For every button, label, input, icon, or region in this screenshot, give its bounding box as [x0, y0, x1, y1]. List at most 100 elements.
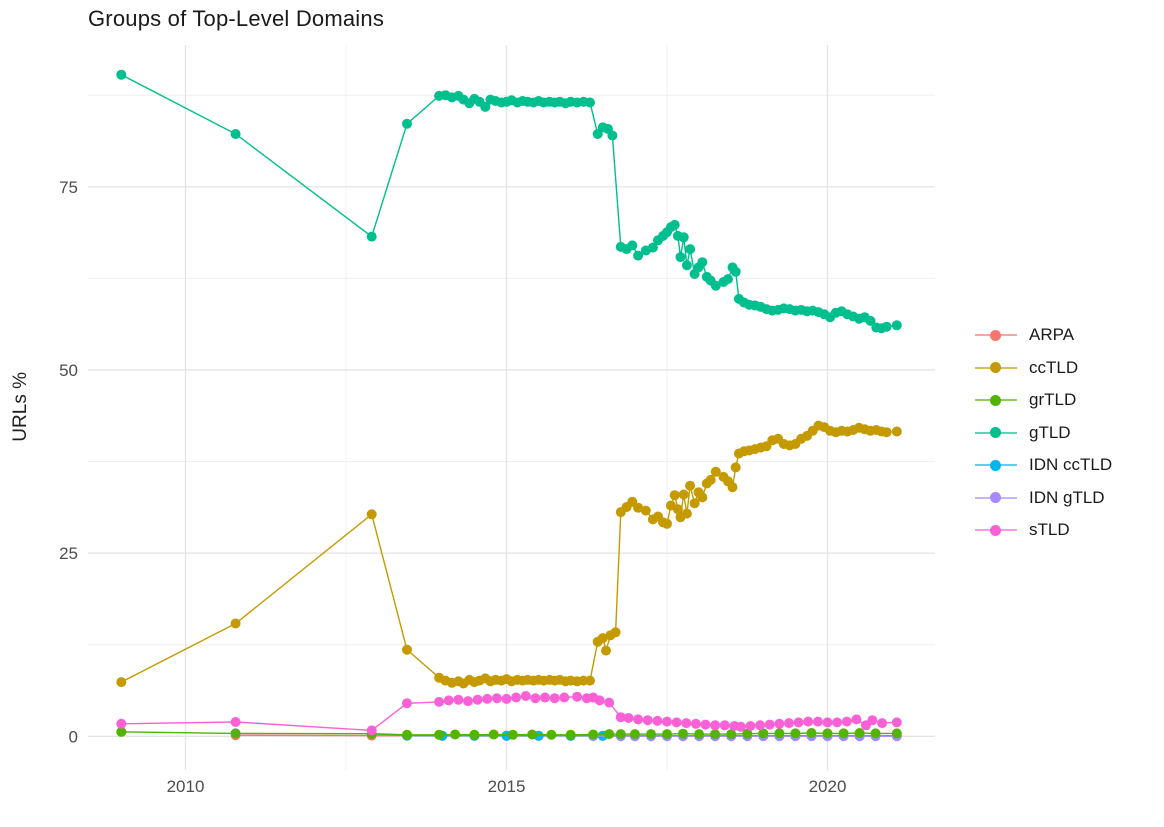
data-point [443, 695, 454, 706]
data-point [488, 729, 499, 740]
legend-marker-icon [975, 361, 1017, 375]
data-point [588, 729, 599, 740]
data-point [652, 715, 663, 726]
data-point [685, 480, 696, 491]
legend-item-idn-cctld: IDN ccTLD [975, 449, 1112, 482]
data-point [719, 720, 730, 731]
legend-dot [990, 427, 1001, 439]
series-stld [116, 691, 902, 736]
legend-item-idn-gtld: IDN gTLD [975, 482, 1112, 515]
data-point [402, 118, 412, 129]
y-tick-label: 50 [59, 361, 78, 380]
legend-item-stld: sTLD [975, 514, 1112, 547]
data-point [453, 694, 464, 705]
data-point [865, 315, 876, 326]
data-point [681, 718, 692, 729]
x-tick-label: 2015 [488, 777, 526, 796]
data-point [610, 627, 621, 638]
data-point [723, 274, 733, 285]
data-point [662, 716, 672, 727]
data-point [735, 721, 746, 732]
data-point [675, 252, 686, 263]
data-point [230, 129, 241, 139]
data-point [647, 242, 658, 253]
legend-marker-icon [975, 426, 1017, 440]
legend-dot [990, 362, 1001, 374]
data-point [710, 720, 721, 731]
data-point [402, 644, 412, 655]
data-point [662, 518, 672, 529]
data-point [585, 675, 595, 686]
legend-dot [990, 394, 1001, 406]
data-point [784, 718, 794, 729]
series-gtld [116, 69, 902, 334]
data-point [877, 718, 888, 729]
data-point [841, 716, 852, 727]
data-point [671, 717, 682, 728]
data-point [607, 130, 618, 141]
data-point [597, 633, 608, 644]
data-point [726, 729, 737, 740]
data-point [774, 728, 785, 739]
x-tick-label: 2020 [809, 777, 847, 796]
legend-label: sTLD [1029, 520, 1070, 540]
data-point [697, 492, 708, 503]
data-point [697, 257, 708, 268]
data-point [615, 729, 626, 740]
data-point [472, 694, 483, 705]
data-point [672, 504, 683, 515]
legend-dot [990, 459, 1001, 471]
data-point [710, 280, 721, 291]
y-tick-label: 25 [59, 544, 78, 563]
data-point [402, 729, 412, 740]
data-point [402, 698, 412, 709]
data-point [678, 232, 689, 243]
data-point [482, 693, 493, 704]
data-point [501, 693, 512, 704]
data-point [491, 693, 502, 704]
data-point [559, 692, 570, 703]
chart-title: Groups of Top-Level Domains [88, 6, 385, 31]
data-point [450, 729, 461, 740]
data-point [640, 505, 651, 516]
data-point [755, 720, 766, 731]
data-point [774, 718, 785, 729]
data-point [623, 713, 634, 723]
data-point [540, 692, 550, 703]
data-point [690, 718, 701, 729]
legend-label: IDN gTLD [1029, 487, 1105, 507]
y-tick-label: 0 [69, 727, 78, 746]
legend-label: ARPA [1029, 325, 1075, 345]
data-point [633, 502, 644, 513]
data-point [745, 721, 756, 731]
data-point [678, 728, 688, 739]
data-point [891, 717, 902, 728]
x-tick-label: 2010 [167, 777, 205, 796]
data-point [585, 97, 595, 108]
data-point [565, 729, 576, 740]
data-point [838, 728, 849, 739]
data-point [669, 219, 680, 230]
data-point [730, 462, 741, 473]
data-point [685, 244, 696, 255]
legend-item-arpa: ARPA [975, 319, 1112, 352]
data-point [854, 728, 865, 738]
data-point [758, 728, 769, 739]
data-point [480, 101, 491, 112]
data-point [549, 693, 560, 704]
data-point [230, 717, 241, 727]
data-point [116, 677, 127, 688]
legend-label: grTLD [1029, 390, 1077, 410]
data-point [434, 696, 445, 707]
data-point [803, 716, 814, 727]
data-point [530, 693, 541, 704]
data-point [594, 695, 605, 706]
series-grtld [116, 726, 902, 740]
data-point [822, 728, 833, 739]
data-point [681, 260, 692, 271]
data-point [230, 618, 241, 629]
data-point [710, 729, 721, 740]
data-point [742, 728, 753, 739]
data-point [678, 489, 689, 500]
